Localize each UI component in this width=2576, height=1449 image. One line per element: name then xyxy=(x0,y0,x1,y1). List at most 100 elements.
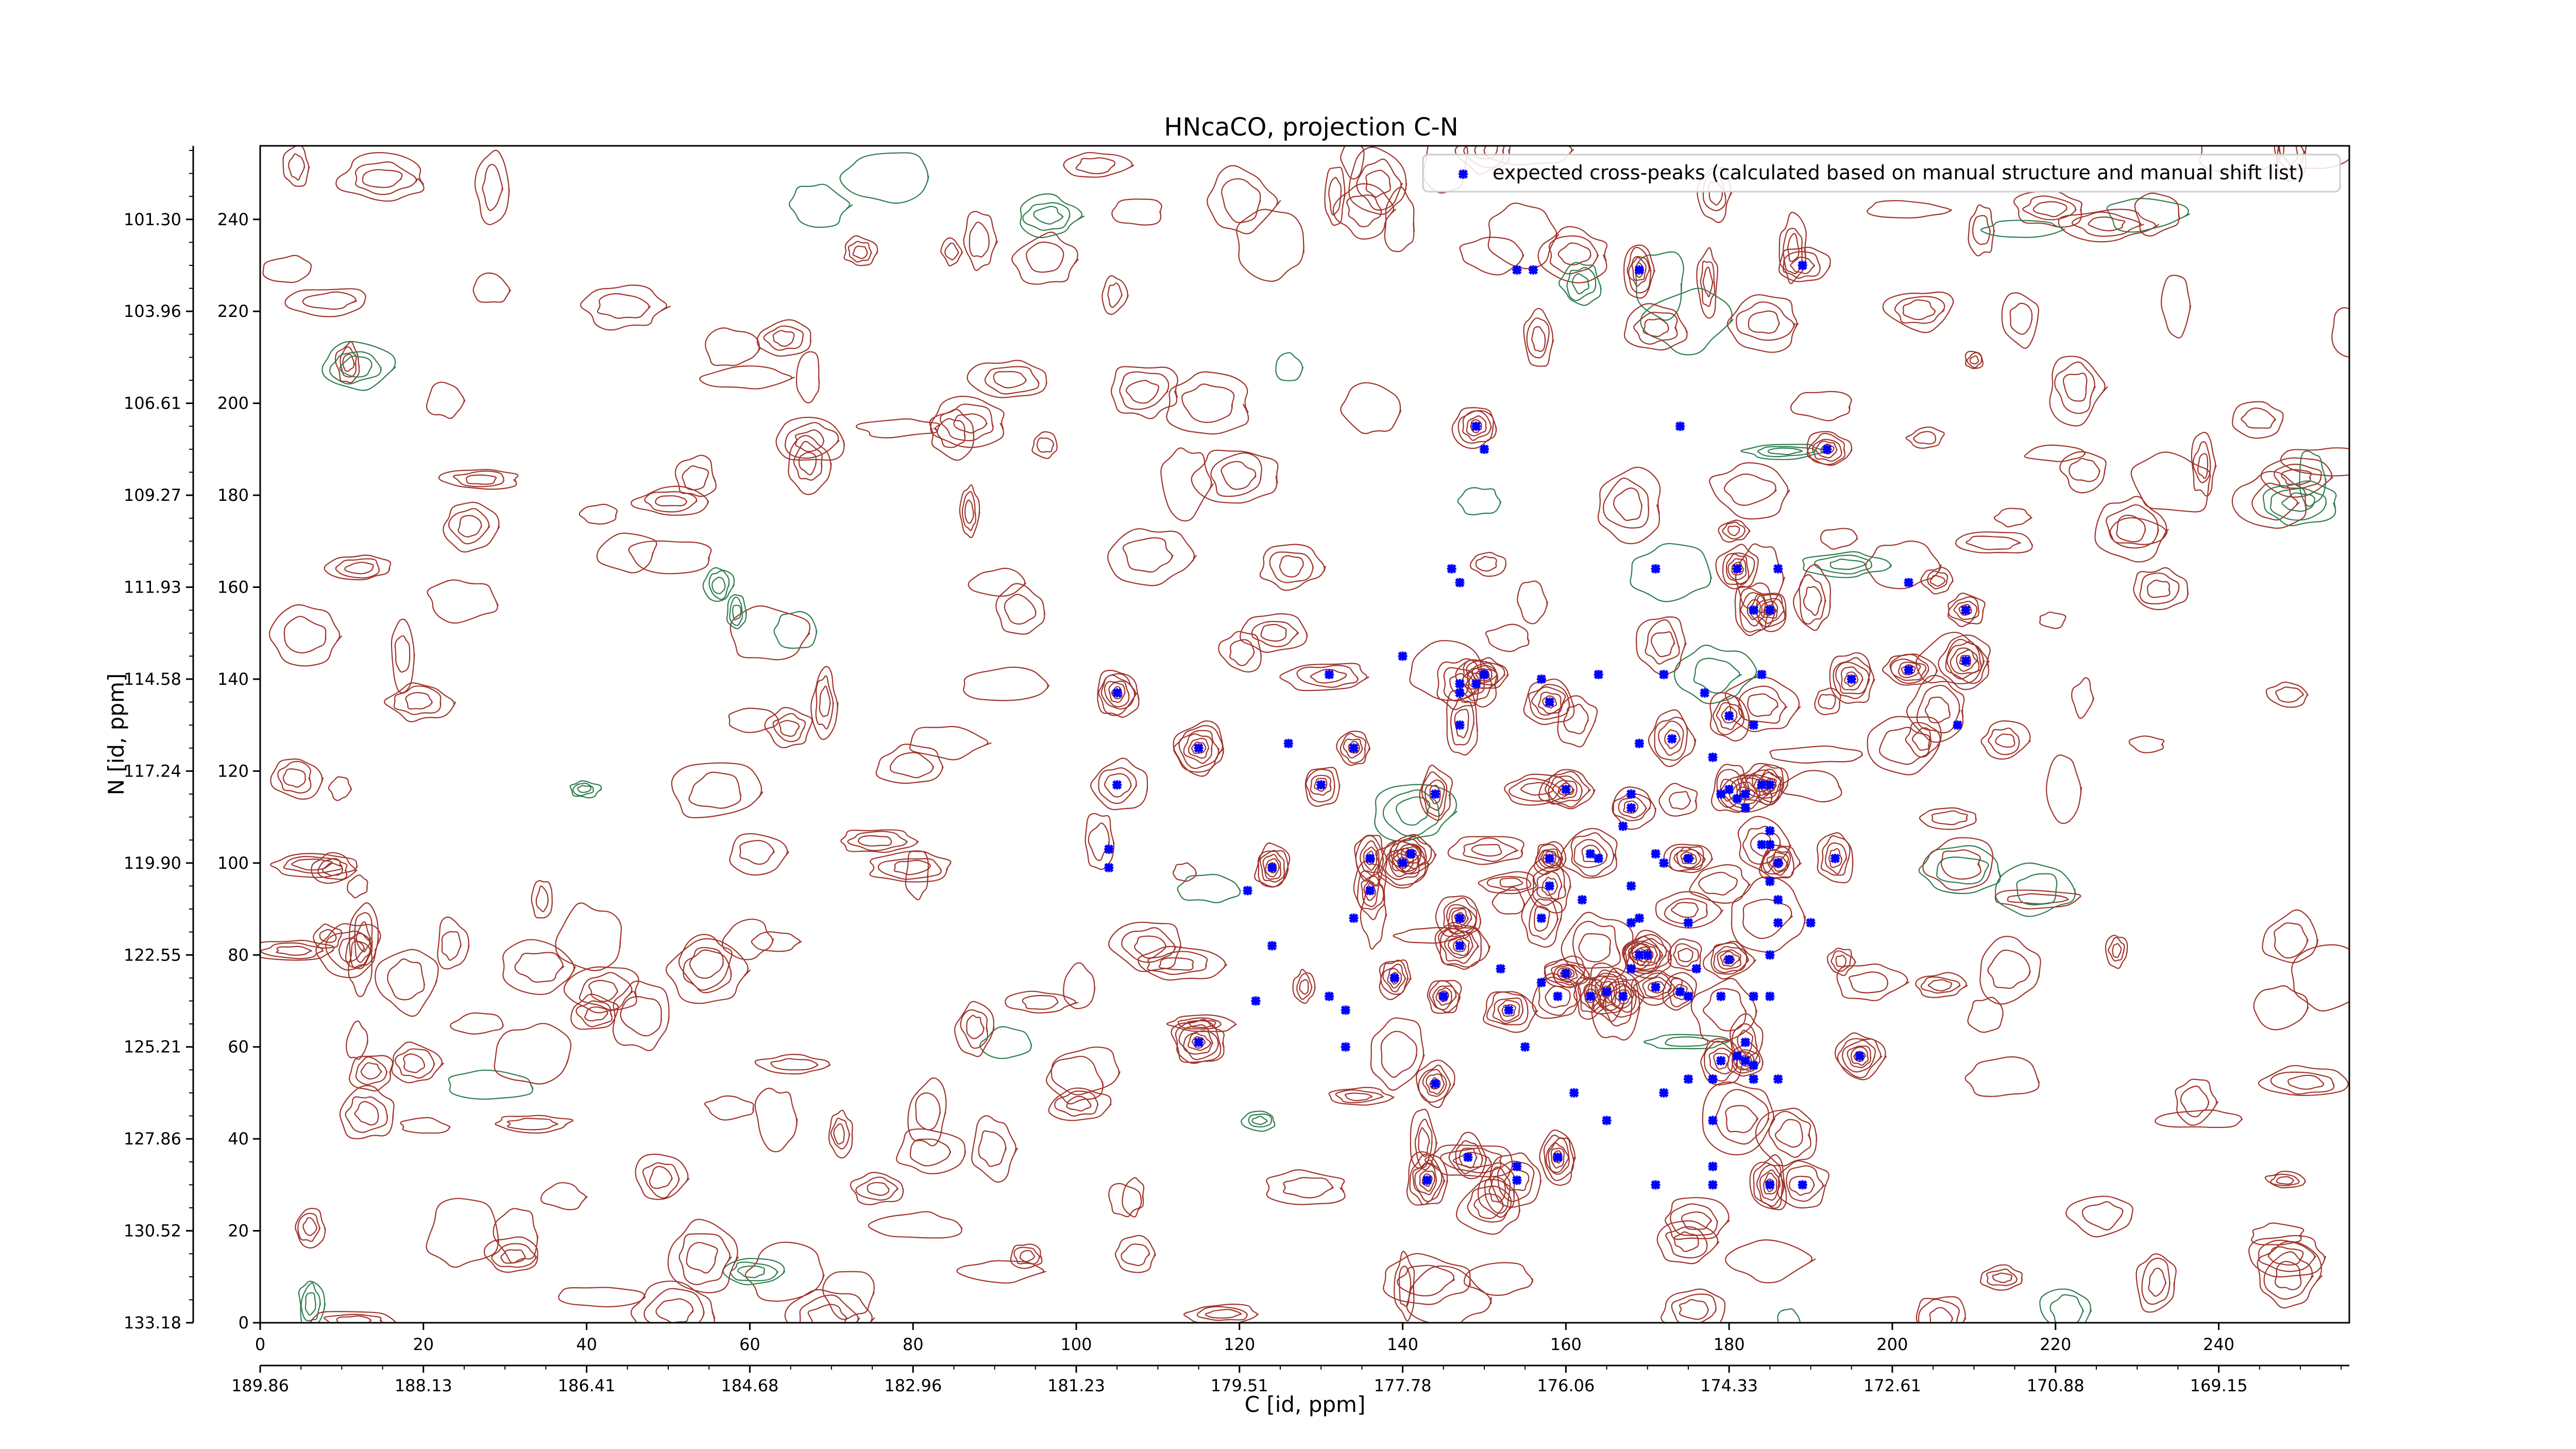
positive-contour xyxy=(1778,211,1807,284)
expected-peak xyxy=(1683,853,1693,864)
positive-contour xyxy=(452,470,504,487)
peak-contour xyxy=(1812,439,1842,462)
peak-contour xyxy=(1672,984,1688,1001)
positive-contour xyxy=(679,1233,732,1285)
x-ppm-tick-label: 181.23 xyxy=(1047,1376,1105,1395)
positive-contour xyxy=(2175,1079,2219,1126)
positive-contour xyxy=(441,931,462,961)
positive-contour xyxy=(642,1162,680,1199)
positive-contour xyxy=(2134,192,2180,237)
peak-contour xyxy=(1348,740,1361,754)
peak-contour xyxy=(1846,1046,1872,1068)
positive-contour xyxy=(968,567,1027,597)
expected-peak xyxy=(1471,422,1481,431)
negative-contour xyxy=(737,1265,766,1278)
negative-contour xyxy=(2039,1288,2092,1323)
positive-contour xyxy=(1980,720,2031,760)
negative-contour xyxy=(1757,446,1816,458)
positive-contour xyxy=(1681,1211,1713,1230)
positive-contour xyxy=(1702,266,1714,297)
positive-contour xyxy=(1036,437,1055,453)
positive-contour xyxy=(2231,470,2307,529)
positive-contour xyxy=(283,616,327,654)
peak-contour xyxy=(1828,848,1842,868)
peak-contour xyxy=(1842,1039,1876,1073)
expected-peak xyxy=(1520,1042,1530,1052)
positive-contour xyxy=(1793,564,1831,631)
expected-peaks-layer xyxy=(1104,260,1971,1190)
positive-contour xyxy=(1126,380,1160,404)
peak-contour xyxy=(1412,1159,1443,1202)
positive-contour xyxy=(437,916,470,970)
peak-contour xyxy=(1419,1170,1436,1192)
expected-peak xyxy=(1626,964,1636,974)
positive-contour xyxy=(1147,951,1208,975)
expected-peak xyxy=(1740,803,1750,813)
positive-contour xyxy=(340,346,357,378)
positive-contour xyxy=(1836,963,1910,1001)
peak-contour xyxy=(1835,662,1870,695)
peak-contour xyxy=(1542,695,1557,709)
expected-peak xyxy=(1324,669,1334,680)
positive-contour xyxy=(940,237,963,266)
negative-contour xyxy=(1777,1308,1801,1323)
expected-peak xyxy=(1683,1074,1693,1084)
expected-peak xyxy=(1455,679,1465,688)
negative-contour xyxy=(1674,645,1759,704)
positive-contour xyxy=(1183,1303,1259,1323)
positive-contour xyxy=(575,1000,613,1027)
x-ppm-tick-label: 184.68 xyxy=(721,1376,778,1395)
positive-contour xyxy=(1698,871,1738,896)
expected-peak xyxy=(1626,881,1636,891)
peak-contour xyxy=(1396,844,1422,864)
peak-contour xyxy=(1734,582,1776,636)
positive-contour xyxy=(276,946,313,956)
peak-contour xyxy=(1098,673,1138,716)
positive-contour xyxy=(784,1289,875,1323)
positive-contour xyxy=(405,692,433,710)
positive-contour xyxy=(1849,971,1889,993)
positive-contour xyxy=(2241,407,2277,429)
expected-peak xyxy=(1545,853,1554,864)
positive-contour xyxy=(1526,317,1550,359)
positive-contour xyxy=(807,1304,848,1323)
peak-contour xyxy=(1758,845,1802,880)
positive-contour xyxy=(944,242,959,261)
positive-contour xyxy=(1210,452,1262,497)
positive-contour xyxy=(383,682,456,722)
peak-contour xyxy=(1497,1000,1520,1022)
positive-contour xyxy=(2058,209,2160,243)
peak-contour xyxy=(1713,695,1745,735)
positive-contour xyxy=(1396,1265,1455,1296)
peak-contour xyxy=(1601,985,1612,999)
peak-contour xyxy=(1548,775,1583,803)
positive-contour xyxy=(387,958,426,1001)
expected-peak xyxy=(1740,1056,1750,1066)
positive-contour xyxy=(1328,177,1342,216)
positive-contour xyxy=(630,1280,716,1323)
positive-contour xyxy=(1748,310,1781,334)
positive-contour xyxy=(1783,227,1803,275)
negative-contour xyxy=(1980,220,2065,238)
peak-contour xyxy=(1492,997,1524,1024)
peak-contour xyxy=(1950,647,1980,675)
positive-contour xyxy=(297,1212,321,1242)
positive-contour xyxy=(2263,1251,2314,1300)
positive-contour xyxy=(1236,209,1304,282)
positive-contour xyxy=(822,1271,875,1320)
legend-marker xyxy=(1458,169,1468,179)
positive-contour xyxy=(1799,574,1826,625)
positive-contour xyxy=(635,1153,690,1200)
expected-peak xyxy=(1904,578,1913,587)
positive-contour xyxy=(2046,754,2082,824)
peak-contour xyxy=(1815,440,1838,459)
positive-contour xyxy=(1992,1272,2013,1284)
positive-contour xyxy=(665,938,751,1004)
peak-contour xyxy=(1466,660,1506,689)
positive-contour xyxy=(2001,292,2039,349)
positive-contour xyxy=(764,706,813,749)
expected-peak xyxy=(1757,840,1767,850)
expected-peak xyxy=(1740,789,1750,799)
peak-contour xyxy=(1188,737,1210,759)
peak-contour xyxy=(1835,1032,1887,1081)
